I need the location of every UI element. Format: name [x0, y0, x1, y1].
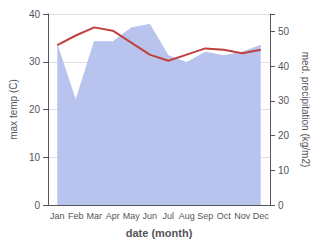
svg-text:40: 40 — [29, 9, 41, 20]
svg-text:10: 10 — [29, 152, 41, 163]
svg-text:20: 20 — [278, 130, 290, 141]
svg-text:Sep: Sep — [197, 211, 213, 221]
svg-text:0: 0 — [278, 200, 284, 211]
svg-text:20: 20 — [29, 104, 41, 115]
svg-text:Jun: Jun — [142, 211, 157, 221]
svg-text:Dec: Dec — [253, 211, 270, 221]
svg-text:Nov: Nov — [234, 211, 251, 221]
svg-text:Aug: Aug — [179, 211, 195, 221]
svg-text:0: 0 — [34, 200, 40, 211]
svg-text:max temp (C): max temp (C) — [8, 79, 19, 140]
svg-text:10: 10 — [278, 165, 290, 176]
svg-text:Feb: Feb — [68, 211, 84, 221]
svg-text:30: 30 — [278, 95, 290, 106]
svg-text:May: May — [123, 211, 141, 221]
svg-text:Jul: Jul — [162, 211, 174, 221]
svg-text:30: 30 — [29, 56, 41, 67]
svg-text:Apr: Apr — [106, 211, 120, 221]
svg-text:med. precipitation (kg/m2): med. precipitation (kg/m2) — [300, 52, 311, 168]
svg-text:40: 40 — [278, 61, 290, 72]
svg-text:50: 50 — [278, 26, 290, 37]
svg-text:Jan: Jan — [50, 211, 65, 221]
svg-text:Mar: Mar — [87, 211, 103, 221]
svg-text:date (month): date (month) — [126, 227, 193, 239]
svg-text:Oct: Oct — [217, 211, 232, 221]
